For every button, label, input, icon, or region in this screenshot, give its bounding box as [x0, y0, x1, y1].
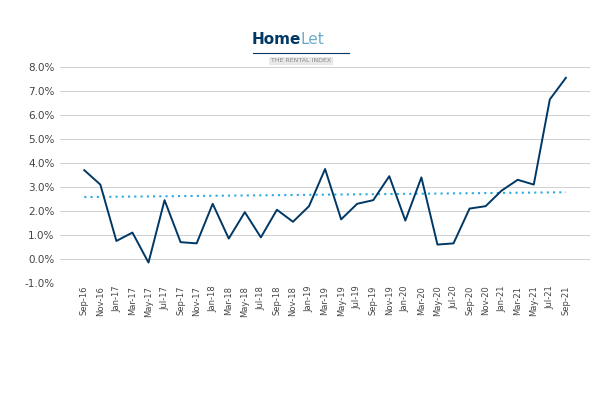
Text: THE RENTAL INDEX: THE RENTAL INDEX [271, 59, 331, 63]
Text: Let: Let [301, 32, 324, 47]
Text: Home: Home [252, 32, 301, 47]
